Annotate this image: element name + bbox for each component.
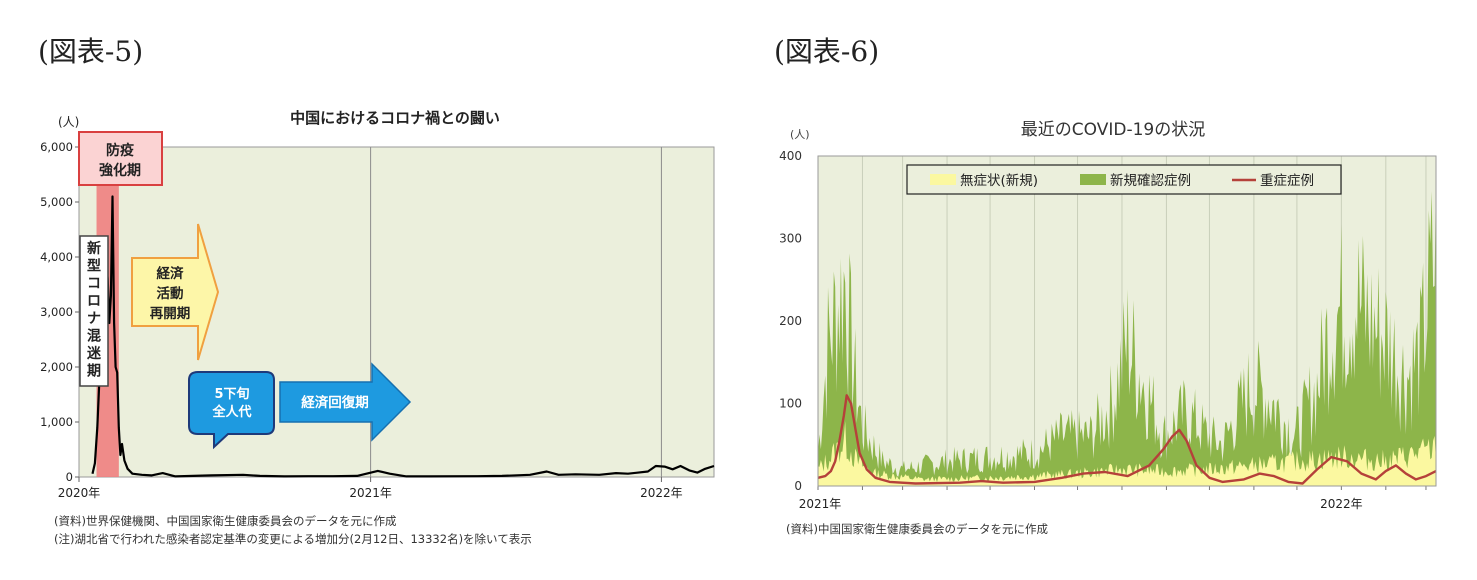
fig5-confusion-char: コ (87, 276, 101, 292)
fig6-series-confirmed-area (818, 170, 1436, 486)
fig6-title: 最近のCOVID-19の状況 (1021, 120, 1205, 140)
fig6-x-tick-label: 2022年 (1320, 497, 1363, 511)
fig6-y-tick-label: 400 (779, 149, 802, 163)
fig6-y-tick-label: 300 (779, 232, 802, 246)
fig6-legend-label-severe: 重症症例 (1260, 173, 1314, 189)
fig5-y-tick-label: 6,000 (40, 140, 73, 154)
fig5-npc-text: 5下旬 (214, 386, 249, 402)
fig5-recovery-arrow (279, 362, 412, 442)
fig5-confusion-box (79, 235, 109, 387)
fig6-y-tick-label: 0 (794, 479, 802, 493)
fig5-confusion-char: 新 (87, 240, 101, 257)
fig5-y-tick-label: 4,000 (40, 250, 73, 264)
fig5-confusion-char: 混 (87, 329, 101, 345)
fig5-reopen-text: 経済 (157, 265, 184, 282)
fig5-prevention-box (78, 131, 163, 186)
fig5-reopen-text: 再開期 (150, 306, 191, 322)
figure5-label: (図表-5) (38, 35, 144, 68)
fig5-x-tick-label: 2021年 (349, 486, 392, 500)
fig6-plot-border (817, 155, 1437, 487)
fig6-plot-area (817, 155, 1437, 487)
fig5-confusion-char: 型 (87, 258, 101, 275)
fig5-npc-callout (188, 371, 275, 450)
fig5-confusion-char: ナ (87, 311, 101, 327)
fig6-legend-swatch-asymptomatic (930, 174, 956, 185)
fig6-legend-swatch-confirmed (1080, 174, 1106, 185)
fig6-unit-label: (人) (790, 128, 810, 141)
figure6-label: (図表-6) (774, 35, 880, 68)
fig5-x-tick-label: 2022年 (640, 486, 683, 500)
fig5-y-tick-label: 3,000 (40, 305, 73, 319)
fig5-unit-label: (人) (58, 115, 79, 129)
fig5-y-tick-label: 1,000 (40, 415, 73, 429)
fig6-series-asymptomatic-area (818, 421, 1436, 486)
fig6-x-tick-label: 2021年 (799, 497, 842, 511)
fig6-y-tick-label: 200 (779, 314, 802, 328)
fig5-confusion-char: ロ (87, 294, 101, 310)
fig5-recovery-text: 経済回復期 (301, 394, 369, 411)
fig5-series-line (91, 195, 715, 478)
fig5-confusion-char: 迷 (86, 345, 102, 362)
fig5-npc-text: 全人代 (211, 404, 251, 420)
fig6-legend (906, 164, 1342, 195)
fig5-source: (資料)世界保健機関、中国国家衛生健康委員会のデータを元に作成 (54, 514, 397, 528)
fig6-legend-label-confirmed: 新規確認症例 (1110, 173, 1191, 189)
fig5-y-tick-label: 2,000 (40, 360, 73, 374)
fig5-confusion-char: 期 (87, 364, 101, 380)
fig5-prevention-text-2: 強化期 (99, 162, 141, 179)
fig5-title: 中国におけるコロナ禍との闘い (290, 109, 500, 127)
fig5-reopen-text: 活動 (157, 285, 184, 302)
fig5-note: (注)湖北省で行われた感染者認定基準の変更による増加分(2月12日、13332名… (54, 532, 532, 546)
fig6-source: (資料)中国国家衛生健康委員会のデータを元に作成 (786, 522, 1048, 536)
fig5-chart: 2020年 2021年 2022年 6,000 5,000 4,000 3,000 2,000… (40, 109, 715, 500)
fig5-reopen-arrow (131, 223, 220, 361)
fig6-series-severe-line (817, 394, 1437, 485)
fig5-y-tick-label: 0 (66, 470, 73, 484)
fig6-y-tick-label: 100 (779, 397, 802, 411)
fig5-prevention-text-1: 防疫 (106, 142, 134, 159)
fig6-legend-label-asymptomatic: 無症状(新規) (960, 173, 1038, 189)
fig5-x-tick-label: 2020年 (58, 486, 101, 500)
fig5-y-tick-label: 5,000 (40, 195, 73, 209)
